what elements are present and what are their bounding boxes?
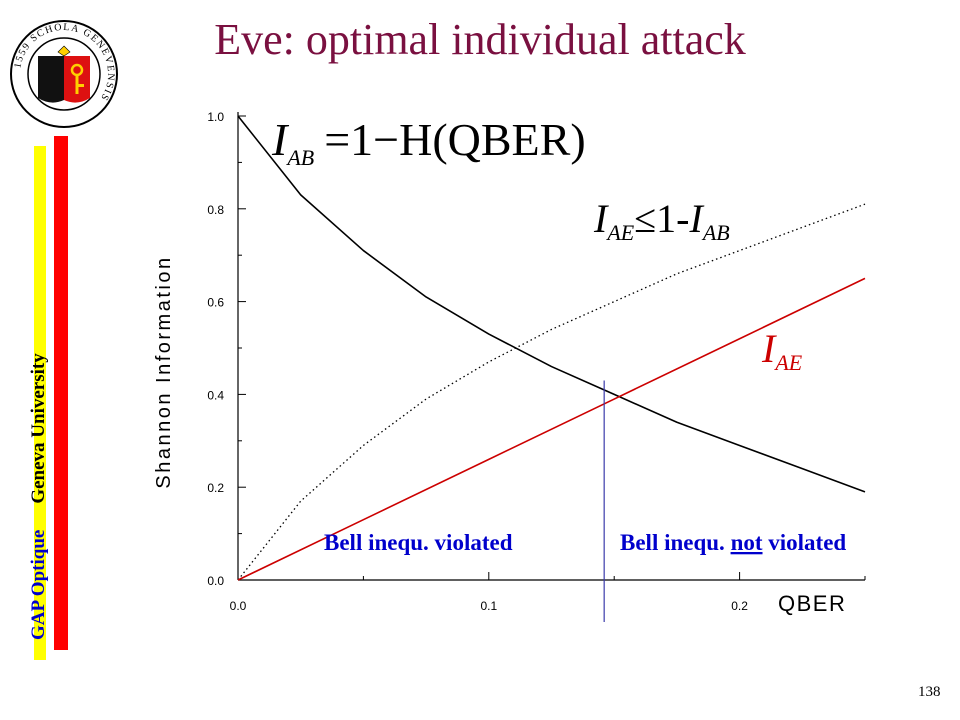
bell-violated-label: Bell inequ. violated bbox=[324, 530, 513, 555]
y-tick-label: 0.4 bbox=[207, 388, 224, 402]
x-tick-label: 0.1 bbox=[480, 599, 497, 613]
series-bound-curve bbox=[237, 203, 866, 581]
geneva-university-seal-icon: 1559 SCHOLA GENEVENSIS bbox=[10, 20, 118, 128]
y-tick-label: 1.0 bbox=[207, 110, 224, 124]
slide-title: Eve: optimal individual attack bbox=[214, 15, 746, 64]
y-tick-label: 0.2 bbox=[207, 481, 224, 495]
series-i-ab-curve bbox=[237, 115, 866, 493]
formula-i-ae-bound: IAE≤1-IAB bbox=[593, 196, 730, 245]
bell-not-violated-label: Bell inequ. not violated bbox=[620, 530, 846, 555]
accent-bar-yellow bbox=[34, 146, 46, 660]
series-i-ae-line bbox=[237, 277, 866, 581]
x-tick-label: 0.2 bbox=[731, 599, 748, 613]
formula-i-ab: IAB =1−H(QBER) bbox=[271, 114, 586, 170]
x-axis-label: QBER bbox=[778, 591, 846, 616]
y-axis-label: Shannon Information bbox=[153, 255, 175, 488]
page-number: 138 bbox=[918, 684, 941, 700]
label-i-ae: IAE bbox=[761, 326, 803, 375]
y-tick-label: 0.6 bbox=[207, 296, 224, 310]
y-tick-label: 0.8 bbox=[207, 203, 224, 217]
y-tick-label: 0.0 bbox=[207, 574, 224, 588]
accent-bar-red bbox=[54, 136, 68, 650]
x-tick-label: 0.0 bbox=[230, 599, 247, 613]
